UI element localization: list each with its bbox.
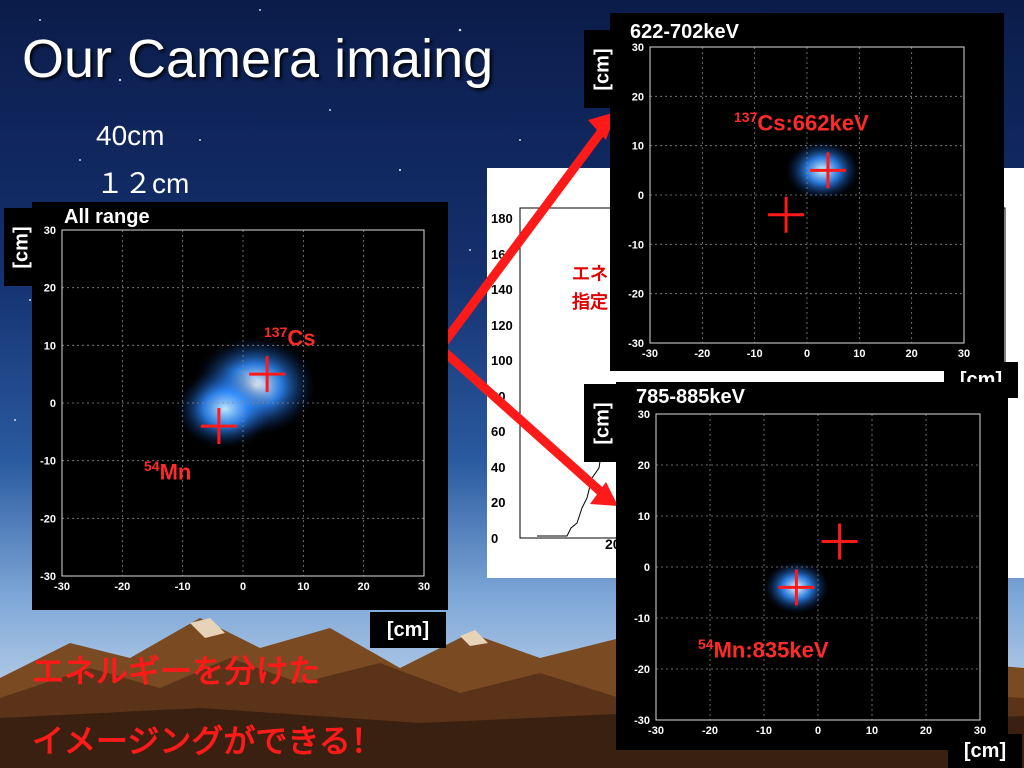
arrow-up-head (588, 112, 616, 140)
x-tick-label: -10 (756, 725, 772, 737)
x-tick-label: 0 (815, 725, 821, 737)
x-tick-label: 10 (853, 348, 865, 360)
x-tick-label: 30 (418, 581, 430, 593)
slide-title: Our Camera imaing (22, 29, 494, 89)
cs137-label: 137Cs (264, 324, 316, 351)
y-tick-label: 20 (44, 283, 56, 295)
x-tick-label: -30 (54, 581, 70, 593)
all-range-image-panel: 30 20 10 0 -10 -20 -30 -30 -20 -10 0 10 20 30 All ran… (32, 202, 448, 610)
x-tick-label: 20 (358, 581, 370, 593)
all-range-x-unit: [cm] (370, 612, 446, 648)
y-tick-label: 20 (638, 460, 650, 472)
y-tick-label: 10 (44, 340, 56, 352)
histogram-y-tick: 140 (491, 282, 513, 297)
x-tick-label: -20 (694, 348, 710, 360)
y-tick-label: 10 (638, 511, 650, 523)
y-tick-label: 30 (44, 225, 56, 237)
x-tick-label: 20 (906, 348, 918, 360)
histogram-y-tick: 180 (491, 211, 513, 226)
histogram-y-tick: 120 (491, 317, 513, 333)
starry-sky-background (0, 0, 1024, 560)
histogram-y-tick: 40 (491, 459, 506, 475)
histogram-note-line2: 指定 (572, 292, 608, 312)
histogram-y-tick: 20 (491, 495, 506, 510)
caption-line-2: イメージングができる！ (32, 722, 383, 760)
histogram-note-line1: エネ (572, 264, 608, 284)
mn-window-title: 785-885keV (636, 386, 745, 408)
mn835-label: 54Mn:835keV (698, 636, 829, 663)
cs-energy-window-panel: 30 20 10 0 -10 -20 -30 -30 -20 -10 0 10 20 30 622-702… (610, 13, 1004, 371)
x-tick-label: 0 (804, 348, 810, 360)
x-tick-label: -10 (747, 348, 763, 360)
mn-window-x-unit: [cm] (948, 734, 1022, 768)
histogram-y-tick: 60 (491, 424, 506, 439)
y-tick-label: 30 (638, 409, 650, 421)
plot-frame (655, 413, 981, 721)
y-tick-label: -10 (628, 239, 644, 251)
height-label: １２cm (96, 168, 190, 199)
cs-window-y-unit: [cm] (584, 30, 622, 108)
all-range-y-unit: [cm] (4, 208, 40, 286)
x-tick-label: 20 (920, 725, 932, 737)
x-tick-label: -30 (648, 725, 664, 737)
y-tick-label: 0 (638, 190, 644, 202)
distance-label: 40cm (96, 120, 165, 151)
histogram-y-tick: 100 (491, 353, 513, 368)
x-tick-label: -20 (114, 581, 130, 593)
y-tick-label: 20 (632, 91, 644, 103)
mn-energy-window-panel: 30 20 10 0 -10 -20 -30 -30 -20 -10 0 10 20 30 785-885… (616, 382, 1008, 750)
x-tick-label: 10 (297, 581, 309, 593)
y-tick-label: -30 (40, 571, 56, 583)
intensity-hotspot (176, 369, 274, 448)
y-tick-label: -20 (40, 513, 56, 525)
plot-frame (649, 46, 965, 344)
plot-frame (61, 229, 425, 577)
y-tick-label: -30 (628, 338, 644, 350)
y-tick-label: -20 (634, 664, 650, 676)
mn-window-y-unit: [cm] (584, 384, 622, 462)
x-tick-label: -20 (702, 725, 718, 737)
x-tick-label: -10 (175, 581, 191, 593)
y-tick-label: -10 (40, 456, 56, 468)
x-tick-label: 10 (866, 725, 878, 737)
x-tick-label: -30 (642, 348, 658, 360)
cs662-label: 137Cs:662keV (734, 109, 869, 136)
mn54-label: 54Mn (144, 458, 192, 485)
x-tick-label: 30 (958, 348, 970, 360)
y-tick-label: -30 (634, 715, 650, 727)
histogram-y-tick: 0 (491, 530, 499, 546)
y-tick-label: 10 (632, 141, 644, 153)
x-tick-label: 0 (240, 581, 246, 593)
y-tick-label: 30 (632, 42, 644, 54)
y-tick-label: 0 (644, 562, 650, 574)
cs-window-title: 622-702keV (630, 21, 739, 43)
all-range-title: All range (64, 206, 150, 228)
y-tick-label: -20 (628, 289, 644, 301)
y-tick-label: -10 (634, 613, 650, 625)
arrow-down-head (590, 482, 618, 506)
y-tick-label: 0 (50, 398, 56, 410)
caption-line-1: エネルギーを分けた (32, 652, 321, 690)
